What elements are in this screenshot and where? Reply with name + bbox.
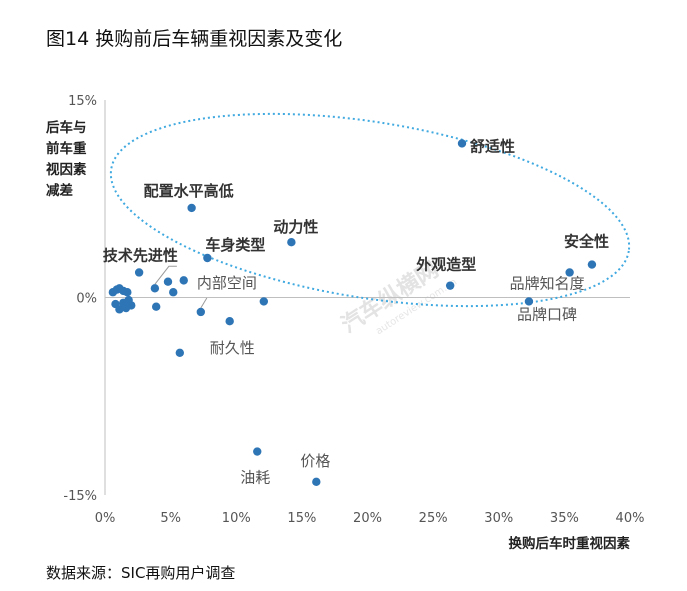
x-tick-label: 5% [160, 511, 181, 526]
source-note: 数据来源：SIC再购用户调查 [46, 564, 236, 582]
x-tick-label: 30% [484, 511, 513, 526]
data-point [163, 277, 173, 286]
x-tick-label: 25% [419, 511, 448, 526]
x-tick-label: 35% [550, 511, 579, 526]
x-tick-label: 15% [287, 511, 316, 526]
data-label: 油耗 [240, 469, 270, 487]
data-point [134, 268, 144, 277]
data-point [151, 302, 161, 311]
chart-title: 图14 换购前后车辆重视因素及变化 [46, 28, 343, 50]
y-tick-label: -15% [63, 489, 97, 504]
data-point [287, 238, 296, 247]
data-point [196, 307, 206, 317]
data-point [115, 305, 124, 314]
data-point [179, 276, 188, 285]
data-point [253, 447, 262, 456]
data-point [175, 348, 185, 357]
data-label: 动力性 [273, 218, 318, 236]
x-tick-label: 0% [95, 511, 116, 526]
data-point [565, 268, 574, 277]
data-label: 外观造型 [415, 256, 476, 274]
data-point [259, 297, 269, 306]
y-axis-title-line: 前车重 [46, 140, 87, 157]
data-label: 配置水平高低 [144, 182, 234, 200]
y-tick-label: 0% [76, 292, 97, 307]
label-leader-line [154, 265, 177, 285]
data-point [127, 301, 136, 310]
data-label: 内部空间 [197, 274, 257, 292]
y-axis-title-line: 减差 [46, 182, 73, 199]
data-label: 品牌口碑 [517, 305, 577, 323]
highlight-ellipse [109, 112, 631, 308]
data-label: 品牌知名度 [510, 274, 585, 292]
data-point [187, 203, 196, 213]
data-label: 技术先进性 [103, 246, 178, 264]
data-point [524, 297, 534, 306]
x-tick-label: 10% [222, 511, 251, 526]
data-point [457, 139, 467, 148]
data-point [445, 281, 455, 290]
data-label: 价格 [300, 452, 330, 470]
data-label: 车身类型 [205, 236, 265, 254]
y-axis-title-line: 视因素 [46, 161, 87, 178]
label-leader-line [200, 297, 208, 309]
y-tick-label: 15% [68, 94, 97, 109]
data-point [312, 477, 321, 487]
data-point [225, 317, 234, 326]
x-tick-label: 40% [616, 511, 645, 526]
data-point [169, 288, 178, 297]
x-tick-label: 20% [353, 511, 382, 526]
data-point [587, 260, 597, 269]
data-label: 耐久性 [210, 339, 255, 357]
y-axis-title-line: 后车与 [46, 119, 87, 136]
data-point [123, 288, 132, 297]
data-point [150, 284, 160, 293]
data-point [203, 253, 212, 263]
x-axis-title: 换购后车时重视因素 [509, 535, 631, 552]
data-label: 舒适性 [470, 137, 515, 155]
data-label: 安全性 [564, 233, 609, 251]
